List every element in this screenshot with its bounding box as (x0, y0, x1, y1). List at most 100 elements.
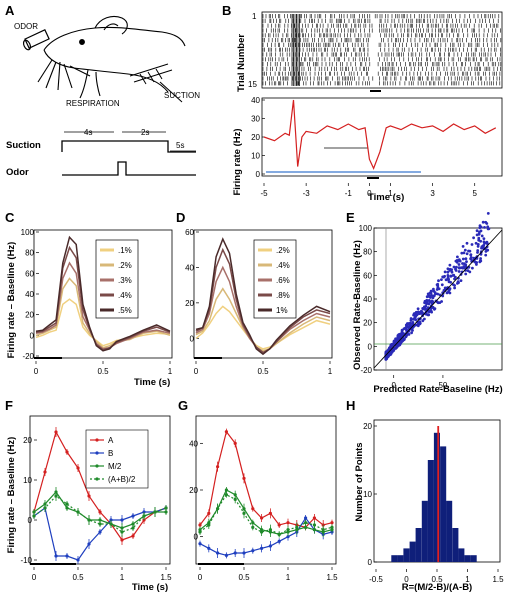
panel-c: C Firing rate – Baseline (Hz) -200204060… (5, 210, 173, 388)
panel-d-label: D (176, 210, 185, 225)
scatter-point (485, 245, 489, 249)
scatter-point (487, 227, 491, 231)
series-line (35, 235, 171, 352)
data-point (330, 521, 334, 525)
scatter-point (403, 337, 406, 341)
scatter-point (414, 315, 418, 318)
scatter-point (482, 237, 486, 241)
respiration-label: RESPIRATION (66, 99, 120, 108)
trace-suction-label: Suction (6, 140, 41, 151)
panel-b-label: B (222, 3, 231, 18)
scatter-point (472, 236, 475, 240)
data-point (242, 511, 246, 515)
scatter-point (465, 252, 469, 256)
scatter-point (431, 306, 435, 310)
scatter-point (458, 259, 462, 263)
data-point (131, 534, 135, 538)
scatter-point (404, 335, 408, 339)
panel-b: B Trial Number 1 15 Firing rate (Hz) 010… (222, 3, 503, 203)
series-line (35, 277, 171, 349)
scatter-point (451, 274, 455, 277)
duration-arrows (64, 131, 196, 152)
scatter-point (478, 260, 482, 264)
panel-f-xticks: 0 0.5 1 1.5 (32, 567, 172, 582)
panel-e-ytick-label: 60 (363, 271, 372, 280)
scatter-point (464, 257, 468, 261)
scatter-point (483, 226, 486, 229)
panel-f-ylabel: Firing rate – Baseline (Hz) (6, 437, 17, 554)
panel-e-ytick-label: 80 (363, 248, 372, 257)
scatter-point (454, 267, 457, 271)
suction-trace (61, 140, 196, 153)
panel-f-yticks: -10 0 10 20 (20, 436, 37, 565)
odor-tube-icon (22, 29, 50, 51)
data-point (242, 476, 246, 480)
rate-ytick-label: 0 (256, 170, 261, 179)
rate-ytick-label: 20 (251, 133, 260, 142)
panel-c-ytick-label: -20 (22, 352, 34, 361)
panel-h-bars (391, 432, 477, 562)
scatter-point (388, 351, 392, 355)
panel-h-ytick-label: 0 (368, 558, 373, 567)
data-point (295, 525, 299, 529)
scatter-point (436, 282, 440, 286)
data-point (330, 525, 334, 529)
mouse-head-icon (37, 15, 186, 99)
suction-label: SUCTION (164, 91, 200, 100)
panel-c-yticks: -20 0 20 40 60 80 100 (21, 228, 39, 361)
panel-e-scatter-points (384, 212, 491, 361)
panel-c-ylabel: Firing rate – Baseline (Hz) (6, 242, 17, 359)
panel-d-ytick-label: 0 (190, 334, 195, 343)
scatter-point (393, 346, 397, 350)
data-point (233, 551, 237, 555)
panel-e-xtick-label: 50 (438, 381, 447, 390)
data-point (43, 470, 47, 474)
scatter-point (466, 269, 470, 272)
histogram-bar (409, 541, 416, 562)
spike-raster (262, 14, 502, 86)
data-point (120, 530, 124, 534)
scatter-point (410, 331, 413, 335)
scatter-point (409, 324, 413, 327)
rate-ytick-label: 10 (251, 152, 260, 161)
legend-label: .3% (118, 276, 132, 285)
data-point (32, 510, 36, 514)
histogram-bar (403, 548, 410, 562)
panel-e-label: E (346, 210, 355, 225)
scatter-point (480, 246, 483, 250)
data-point (198, 523, 202, 527)
panel-c-ytick-label: 0 (30, 331, 35, 340)
panel-c-xtick-label: 1 (168, 367, 173, 376)
data-point (268, 544, 272, 548)
scatter-point (426, 313, 430, 317)
trace-odor-label: Odor (6, 167, 29, 178)
panel-d-frame (193, 229, 333, 359)
panel-f-xtick-label: 1.5 (160, 573, 172, 582)
scatter-point (448, 263, 452, 267)
scatter-point (429, 289, 433, 293)
panel-g-ytick-label: 0 (194, 533, 199, 542)
data-point (98, 518, 102, 522)
data-point (233, 441, 237, 445)
panel-d-xtick-label: 1 (328, 367, 333, 376)
legend-marker (95, 438, 99, 442)
scatter-point (457, 263, 461, 266)
panel-h-xlabel: R=(M/2-B)/(A-B) (402, 582, 472, 593)
scatter-point (464, 264, 468, 268)
data-point (251, 507, 255, 511)
scatter-point (483, 241, 486, 245)
scatter-point (384, 356, 388, 360)
panel-g-yticks: 0 20 40 (189, 439, 203, 542)
scatter-point (486, 212, 490, 215)
scatter-point (485, 222, 489, 225)
panel-f-lines (32, 427, 168, 564)
panel-h: H Number of Points 0 10 20 -0.5 0 0.5 1 1.5 R=… (346, 398, 504, 593)
data-point (216, 551, 220, 555)
scatter-point (400, 328, 404, 332)
panel-c-ytick-label: 100 (21, 228, 35, 237)
scatter-point (452, 265, 456, 269)
scatter-point (428, 295, 431, 299)
scatter-point (469, 253, 473, 257)
